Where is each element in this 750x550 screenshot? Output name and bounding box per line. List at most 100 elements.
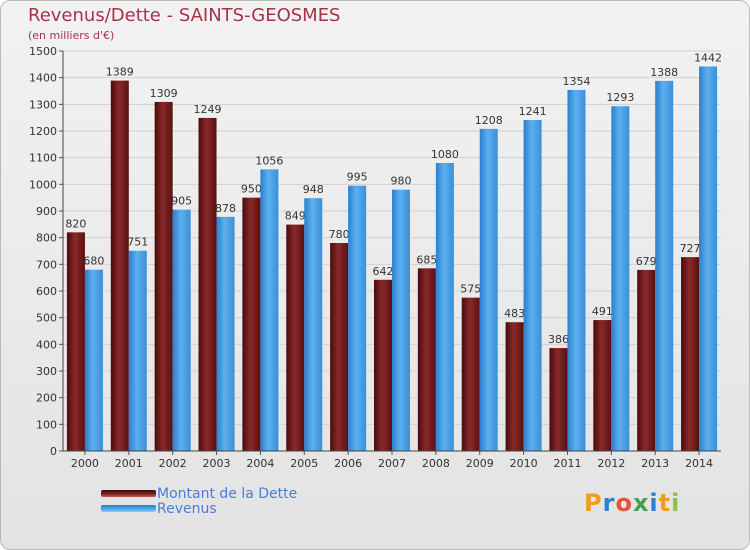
bar-dette: [242, 197, 261, 451]
legend-label-dette: Montant de la Dette: [157, 486, 298, 502]
y-tick-label: 400: [36, 338, 57, 351]
data-label: 905: [171, 195, 192, 208]
data-label: 386: [548, 333, 569, 346]
logo-letter: r: [602, 489, 616, 517]
x-tick-label: 2012: [597, 457, 625, 470]
y-tick-label: 1500: [29, 45, 57, 58]
y-tick-label: 100: [36, 418, 57, 431]
data-label: 751: [127, 236, 148, 249]
x-tick-label: 2003: [203, 457, 231, 470]
bar-revenus: [348, 185, 367, 451]
data-label: 1056: [255, 154, 283, 167]
data-label: 1354: [562, 75, 590, 88]
bar-dette: [154, 101, 173, 451]
data-label: 685: [416, 253, 437, 266]
bar-dette: [110, 80, 129, 451]
data-label: 995: [347, 171, 368, 184]
logo-letter: t: [658, 489, 672, 517]
data-label: 948: [303, 183, 324, 196]
y-tick-label: 300: [36, 365, 57, 378]
bar-dette: [286, 224, 305, 451]
x-tick-label: 2009: [466, 457, 494, 470]
data-label: 1241: [519, 105, 547, 118]
bar-revenus: [611, 106, 630, 451]
bar-revenus: [567, 89, 586, 451]
bar-dette: [505, 322, 524, 451]
bar-revenus: [479, 128, 498, 451]
bar-dette: [417, 268, 436, 451]
bar-revenus: [392, 189, 410, 451]
data-label: 1388: [650, 66, 678, 79]
data-label: 1309: [150, 87, 178, 100]
y-tick-label: 900: [36, 205, 57, 218]
y-tick-label: 1400: [29, 72, 57, 85]
chart-subtitle: (en milliers d'€): [28, 29, 115, 42]
bar-revenus: [655, 80, 674, 451]
bar-dette: [461, 297, 480, 451]
x-tick-label: 2014: [685, 457, 713, 470]
proxiti-logo: Proxiti: [584, 489, 680, 517]
x-tick-label: 2013: [641, 457, 669, 470]
bar-dette: [637, 269, 656, 451]
data-label: 950: [241, 183, 262, 196]
x-tick-label: 2004: [246, 457, 274, 470]
bar-revenus: [699, 66, 718, 451]
data-label: 1389: [106, 66, 134, 79]
y-tick-label: 200: [36, 392, 57, 405]
bar-dette: [549, 348, 568, 451]
logo-letter: o: [615, 489, 633, 517]
y-tick-label: 1100: [29, 152, 57, 165]
legend-swatch-dette: [101, 490, 156, 497]
logo-letter: x: [632, 489, 650, 517]
data-label: 820: [65, 217, 86, 230]
data-label: 679: [636, 255, 657, 268]
data-label: 849: [285, 210, 306, 223]
data-label: 1442: [694, 51, 722, 64]
bar-dette: [681, 257, 700, 451]
bar-revenus: [128, 250, 147, 451]
y-tick-label: 700: [36, 258, 57, 271]
data-label: 680: [83, 255, 104, 268]
x-tick-label: 2005: [290, 457, 318, 470]
y-tick-label: 0: [50, 445, 57, 458]
x-tick-label: 2002: [159, 457, 187, 470]
bar-revenus: [84, 269, 103, 451]
logo-letter: i: [671, 489, 681, 517]
bar-revenus: [435, 163, 454, 451]
data-label: 1293: [606, 91, 634, 104]
data-label: 1208: [475, 114, 503, 127]
bar-revenus: [172, 209, 191, 451]
data-label: 980: [391, 175, 412, 188]
y-tick-label: 1200: [29, 125, 57, 138]
x-tick-label: 2008: [422, 457, 450, 470]
bar-dette: [374, 279, 392, 451]
chart-title: Revenus/Dette - SAINTS-GEOSMES: [28, 5, 341, 26]
y-tick-label: 500: [36, 312, 57, 325]
data-label: 575: [460, 283, 481, 296]
bar-revenus: [216, 216, 235, 451]
legend-label-revenus: Revenus: [157, 501, 217, 517]
logo-letter: i: [649, 489, 659, 517]
y-tick-label: 600: [36, 285, 57, 298]
y-tick-label: 1000: [29, 178, 57, 191]
data-label: 483: [504, 307, 525, 320]
logo-letter: P: [584, 489, 603, 517]
data-label: 1080: [431, 148, 459, 161]
legend-swatch-revenus: [101, 505, 156, 512]
data-label: 727: [680, 242, 701, 255]
bar-revenus: [523, 120, 542, 452]
bar-revenus: [304, 198, 323, 451]
bar-dette: [66, 232, 85, 451]
x-tick-label: 2001: [115, 457, 143, 470]
data-label: 878: [215, 202, 236, 215]
data-label: 491: [592, 305, 613, 318]
bar-dette: [198, 117, 217, 451]
x-tick-label: 2011: [553, 457, 581, 470]
bar-dette: [330, 243, 349, 451]
x-tick-label: 2010: [510, 457, 538, 470]
data-label: 1249: [194, 103, 222, 116]
data-label: 642: [373, 265, 394, 278]
x-tick-label: 2006: [334, 457, 362, 470]
